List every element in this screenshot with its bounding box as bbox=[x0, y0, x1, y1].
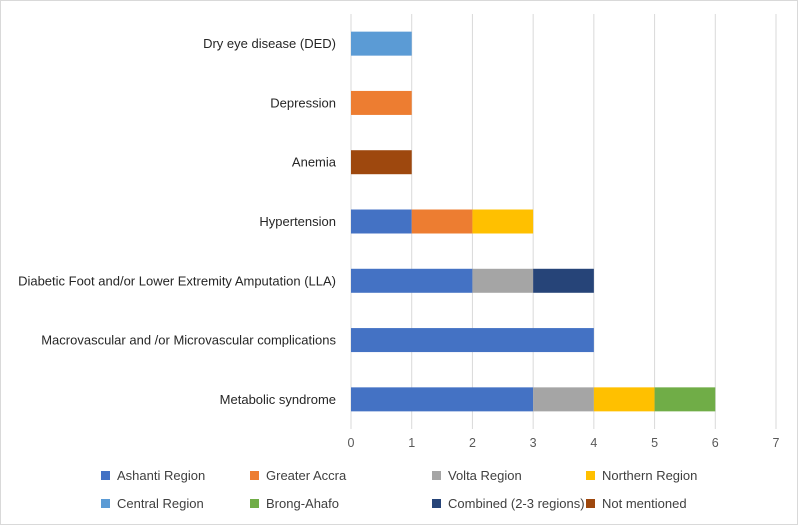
legend-label: Central Region bbox=[117, 496, 204, 511]
bar-segment bbox=[351, 31, 412, 56]
bar-segment bbox=[351, 150, 412, 175]
x-tick-labels: 0 1 2 3 4 5 6 7 bbox=[348, 436, 780, 450]
legend-swatch bbox=[250, 499, 259, 508]
bar-segment bbox=[533, 268, 594, 293]
legend-swatch bbox=[432, 471, 441, 480]
legend-swatch bbox=[432, 499, 441, 508]
legend-item: Brong-Ahafo bbox=[250, 496, 339, 511]
legend-item: Volta Region bbox=[432, 468, 522, 483]
category-label: Dry eye disease (DED) bbox=[203, 36, 336, 51]
stacked-bar-chart: Dry eye disease (DED) Depression Anemia Hyp… bbox=[18, 14, 780, 450]
bar-segment bbox=[472, 209, 534, 234]
legend-item: Central Region bbox=[101, 496, 204, 511]
category-labels: Dry eye disease (DED) Depression Anemia Hyp… bbox=[18, 36, 337, 407]
bar-segment bbox=[654, 387, 716, 412]
bar-segment bbox=[411, 209, 473, 234]
legend-item: Northern Region bbox=[586, 468, 697, 483]
legend-swatch bbox=[101, 471, 110, 480]
gridlines bbox=[350, 14, 777, 429]
legend-label: Combined (2-3 regions) bbox=[448, 496, 585, 511]
legend-label: Greater Accra bbox=[266, 468, 347, 483]
x-tick-label: 5 bbox=[651, 436, 658, 450]
legend-swatch bbox=[101, 499, 110, 508]
legend-swatch bbox=[586, 499, 595, 508]
bar-segment bbox=[351, 90, 412, 115]
legend-swatch bbox=[250, 471, 259, 480]
legend-item: Greater Accra bbox=[250, 468, 346, 483]
category-label: Anemia bbox=[292, 155, 337, 170]
legend-label: Not mentioned bbox=[602, 496, 687, 511]
x-tick-label: 6 bbox=[712, 436, 719, 450]
category-label: Diabetic Foot and/or Lower Extremity Amp… bbox=[18, 273, 336, 288]
category-label: Macrovascular and /or Microvascular comp… bbox=[41, 333, 336, 348]
category-label: Metabolic syndrome bbox=[220, 392, 336, 407]
bars bbox=[351, 31, 716, 412]
bar-segment bbox=[472, 268, 534, 293]
x-tick-label: 0 bbox=[348, 436, 355, 450]
legend: Ashanti Region Greater Accra Volta Region N… bbox=[0, 462, 800, 522]
legend-item: Ashanti Region bbox=[101, 468, 205, 483]
x-tick-label: 1 bbox=[408, 436, 415, 450]
legend-item: Combined (2-3 regions) bbox=[432, 496, 585, 511]
bar-segment bbox=[351, 209, 412, 234]
legend-label: Ashanti Region bbox=[117, 468, 206, 483]
legend-swatch bbox=[586, 471, 595, 480]
x-tick-label: 2 bbox=[469, 436, 476, 450]
bar-segment bbox=[351, 328, 594, 353]
x-tick-label: 7 bbox=[773, 436, 780, 450]
category-label: Hypertension bbox=[259, 214, 336, 229]
category-label: Depression bbox=[270, 95, 336, 110]
legend-label: Volta Region bbox=[448, 468, 522, 483]
bar-segment bbox=[351, 387, 534, 412]
x-tick-label: 3 bbox=[530, 436, 537, 450]
legend-item: Not mentioned bbox=[586, 496, 687, 511]
bar-segment bbox=[533, 387, 594, 412]
legend-label: Northern Region bbox=[602, 468, 698, 483]
bar-segment bbox=[351, 268, 473, 293]
legend-label: Brong-Ahafo bbox=[266, 496, 339, 511]
x-tick-label: 4 bbox=[590, 436, 597, 450]
bar-segment bbox=[593, 387, 655, 412]
